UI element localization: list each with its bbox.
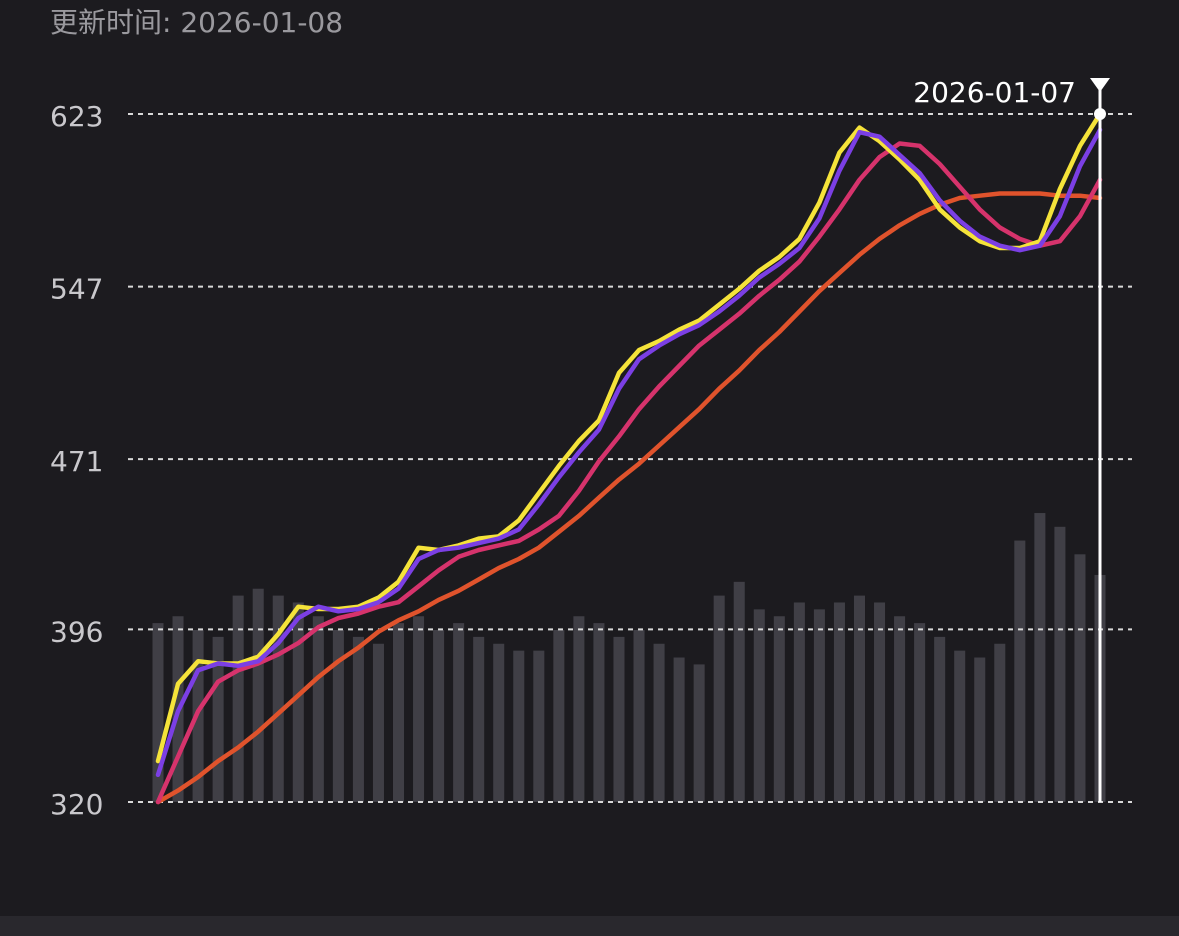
volume-bar (252, 588, 264, 802)
volume-bar (613, 636, 625, 802)
volume-bar (352, 636, 364, 802)
volume-bar (152, 623, 164, 802)
y-tick-label: 623 (50, 100, 103, 133)
volume-bar (493, 643, 505, 802)
volume-bar (453, 623, 465, 802)
volume-bar (553, 630, 565, 802)
volume-bar (573, 616, 585, 802)
volume-bar (914, 623, 926, 802)
update-time: 更新时间: 2026-01-08 (50, 6, 343, 39)
volume-bar (372, 643, 384, 802)
volume-bar (312, 616, 324, 802)
volume-bar (1074, 554, 1086, 802)
volume-bar (413, 616, 425, 802)
bottom-bar (0, 916, 1179, 936)
volume-bar (332, 630, 344, 802)
y-tick-label: 396 (50, 615, 103, 648)
crosshair-label: 2026-01-07 (913, 76, 1076, 109)
volume-bar (392, 623, 405, 802)
volume-bar (934, 636, 946, 802)
volume-bar (1014, 540, 1026, 802)
volume-bar (513, 650, 525, 802)
volume-bar (212, 636, 224, 802)
line (155, 127, 1103, 778)
line (155, 141, 1103, 805)
volume-bar (974, 657, 986, 802)
y-tick-label: 320 (50, 788, 103, 821)
volume-bar (994, 643, 1006, 802)
volume-bar (713, 595, 725, 802)
y-tick-label: 547 (50, 273, 103, 306)
volume-bar (673, 657, 685, 802)
volume-bar (473, 636, 485, 802)
volume-bar (272, 595, 284, 802)
volume-bar (813, 609, 825, 802)
volume-bar (1054, 526, 1066, 802)
crosshair-dot (1094, 108, 1106, 120)
volume-bar (653, 643, 665, 802)
volume-bar (793, 602, 805, 802)
volume-bar (753, 609, 765, 802)
volume-bar (232, 595, 244, 802)
volume-bar (693, 664, 705, 802)
volume-bar (292, 602, 304, 802)
volume-bar (433, 630, 445, 802)
volume-bar (733, 581, 745, 802)
volume-bar (773, 616, 785, 802)
volume-bar (1034, 513, 1046, 802)
volume-bar (833, 602, 845, 802)
volume-bar (633, 630, 645, 802)
crosshair-marker (1090, 78, 1110, 92)
volume-bar (954, 650, 966, 802)
volume-bar (874, 602, 886, 802)
volume-bar (853, 595, 866, 802)
volume-bar (894, 616, 906, 802)
volume-bar (533, 650, 545, 802)
y-tick-label: 471 (50, 445, 103, 478)
volume-bar (593, 623, 605, 802)
